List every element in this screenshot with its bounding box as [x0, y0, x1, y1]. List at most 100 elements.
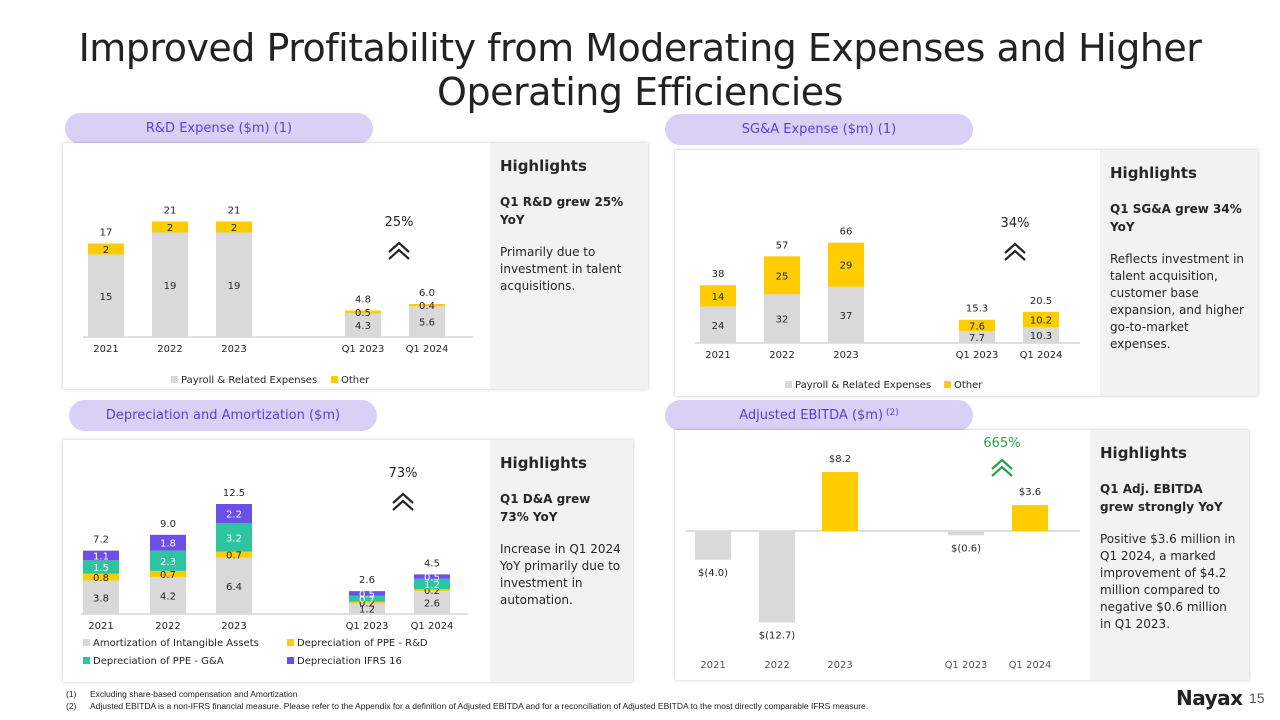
rd-data-label: 0.5 — [355, 308, 371, 319]
ebitda-data-label: $(4.0) — [698, 568, 728, 579]
sga-total-label: 20.5 — [1030, 296, 1052, 307]
da-growth-chevron-icon-stroke — [392, 499, 414, 511]
ebitda-highlights-sub: Q1 Adj. EBITDA grew strongly YoY — [1100, 482, 1223, 514]
rd-bar-0-2 — [216, 232, 252, 337]
da-tick-label: 2021 — [88, 621, 113, 632]
da-bar-0-4 — [414, 591, 450, 614]
sga-total-label: 66 — [840, 227, 853, 238]
da-tick-label: Q1 2024 — [411, 621, 454, 632]
footnotes: (1) Excluding share-based compensation an… — [66, 688, 868, 712]
rd-tick-label: Q1 2023 — [342, 344, 385, 355]
sga-highlights-sub: Q1 SG&A grew 34% YoY — [1110, 202, 1242, 234]
da-bar-1-3 — [349, 601, 385, 604]
ebitda-tick-label: Q1 2023 — [945, 660, 988, 671]
page-title: Improved Profitability from Moderating E… — [78, 26, 1202, 114]
rd-data-label: 15 — [100, 292, 113, 303]
sga-growth-chevron-icon-stroke — [1004, 242, 1026, 254]
ebitda-tick-label: Q1 2024 — [1009, 660, 1052, 671]
ebitda-growth-chevron-icon-stroke — [991, 465, 1013, 477]
rd-section-header: R&D Expense ($m) (1) — [65, 113, 373, 144]
da-bar-3-1 — [150, 534, 186, 551]
da-data-label: 1.8 — [160, 539, 176, 550]
da-total-label: 4.5 — [424, 558, 440, 569]
page-number: 15 — [1249, 690, 1265, 706]
sga-data-label: 10.2 — [1030, 316, 1052, 327]
sga-bar-1-4 — [1023, 311, 1059, 328]
ebitda-highlights-heading: Highlights — [1100, 444, 1187, 462]
da-bar-2-2 — [216, 523, 252, 552]
da-tick-label: Q1 2023 — [346, 621, 389, 632]
sga-highlights: Highlights Q1 SG&A grew 34% YoY Reflects… — [1100, 150, 1258, 396]
rd-bar-1-1 — [152, 221, 188, 233]
rd-tick-label: 2023 — [221, 344, 246, 355]
sga-section-label: SG&A Expense ($m) (1) — [741, 122, 897, 137]
sga-bar-0-2 — [828, 286, 864, 343]
ebitda-tick-label: 2022 — [764, 660, 789, 671]
rd-tick-label: Q1 2024 — [406, 344, 449, 355]
sga-data-label: 24 — [712, 321, 725, 332]
rd-bar-1-2 — [216, 221, 252, 233]
sga-bar-0-4 — [1023, 327, 1059, 343]
ebitda-tick-label: 2021 — [700, 660, 725, 671]
ebitda-bar-1 — [759, 531, 795, 623]
da-tick-label: 2023 — [221, 621, 246, 632]
da-legend-swatch — [83, 639, 90, 646]
da-bar-3-3 — [349, 591, 385, 596]
da-data-label: 0.5 — [424, 573, 440, 584]
da-section-label: Depreciation and Amortization ($m) — [105, 408, 341, 423]
da-bar-3-4 — [414, 574, 450, 579]
rd-chart: 15 2 17 2021 19 2 21 2022 19 2 21 2023 4.3 0.5 4.8 Q1 2… — [83, 206, 473, 386]
rd-legend-label: Other — [341, 375, 370, 386]
da-bar-1-2 — [216, 551, 252, 558]
da-data-label: 2.2 — [226, 510, 242, 521]
da-total-label: 7.2 — [93, 535, 109, 546]
sga-total-label: 15.3 — [966, 304, 988, 315]
da-tick-label: 2022 — [155, 621, 180, 632]
footnote-2: (2) Adjusted EBITDA is a non-IFRS financi… — [66, 700, 868, 712]
rd-highlights-body: Primarily due to investment in talent ac… — [500, 245, 622, 293]
da-legend-swatch — [287, 657, 294, 664]
sga-bar-1-1 — [764, 256, 800, 295]
sga-data-label: 10.3 — [1030, 331, 1052, 342]
sga-data-label: 25 — [776, 271, 789, 282]
ebitda-highlights: Highlights Q1 Adj. EBITDA grew strongly … — [1090, 430, 1249, 680]
da-data-label: 0.7 — [359, 595, 375, 606]
rd-total-label: 21 — [164, 206, 177, 217]
da-data-label: 1.5 — [93, 563, 109, 574]
rd-data-label: 19 — [228, 281, 241, 292]
da-data-label: 0.2 — [424, 586, 440, 597]
da-bar-2-1 — [150, 550, 186, 571]
da-panel: 3.8 0.8 1.5 1.1 7.2 2021 4.2 0.7 2.3 1.8 9.0 2022 6.… — [63, 440, 633, 682]
da-bar-0-1 — [150, 577, 186, 614]
sga-total-label: 57 — [776, 240, 789, 251]
da-bar-2-0 — [83, 560, 119, 574]
footnote-1-num: (1) — [66, 689, 77, 699]
rd-bar-0-3 — [345, 313, 381, 337]
rd-data-label: 4.3 — [355, 321, 371, 332]
da-growth-chevron-icon — [392, 492, 414, 511]
rd-bar-1-4 — [409, 304, 445, 307]
rd-growth-chevron-icon-stroke — [388, 241, 410, 253]
da-data-label: 6.4 — [226, 582, 242, 593]
ebitda-highlights-body: Positive $3.6 million in Q1 2024, a mark… — [1100, 532, 1236, 631]
rd-panel: 15 2 17 2021 19 2 21 2022 19 2 21 2023 4.3 0.5 4.8 Q1 2… — [63, 143, 648, 389]
ebitda-data-label: $8.2 — [829, 454, 851, 465]
ebitda-tick-label: 2023 — [827, 660, 852, 671]
da-total-label: 9.0 — [160, 519, 176, 530]
footnote-2-num: (2) — [66, 701, 77, 711]
rd-bar-0-0 — [88, 254, 124, 337]
da-legend-label: Depreciation of PPE - R&D — [297, 638, 428, 649]
sga-data-label: 7.6 — [969, 322, 985, 333]
da-legend-label: Amortization of Intangible Assets — [93, 638, 259, 649]
sga-panel: 24 14 38 2021 32 25 57 2022 37 29 66 2023 7.7 7.6 15.3… — [675, 150, 1258, 396]
rd-tick-label: 2021 — [93, 344, 118, 355]
sga-tick-label: 2023 — [833, 350, 858, 361]
da-data-label: 1.1 — [93, 551, 109, 562]
rd-bar-1-3 — [345, 310, 381, 314]
ebitda-bar-4 — [1012, 505, 1048, 531]
da-data-label: 4.2 — [160, 592, 176, 603]
da-legend-label: Depreciation of PPE - G&A — [93, 656, 224, 667]
sga-growth-label: 34% — [1001, 216, 1030, 231]
da-highlights-body: Increase in Q1 2024 YoY primarily due to… — [500, 542, 621, 607]
da-data-label: 0.2 — [359, 599, 375, 610]
